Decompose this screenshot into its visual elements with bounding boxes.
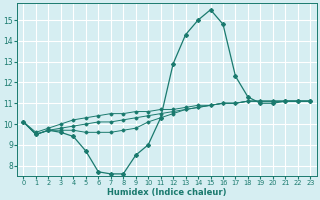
X-axis label: Humidex (Indice chaleur): Humidex (Indice chaleur) <box>107 188 227 197</box>
